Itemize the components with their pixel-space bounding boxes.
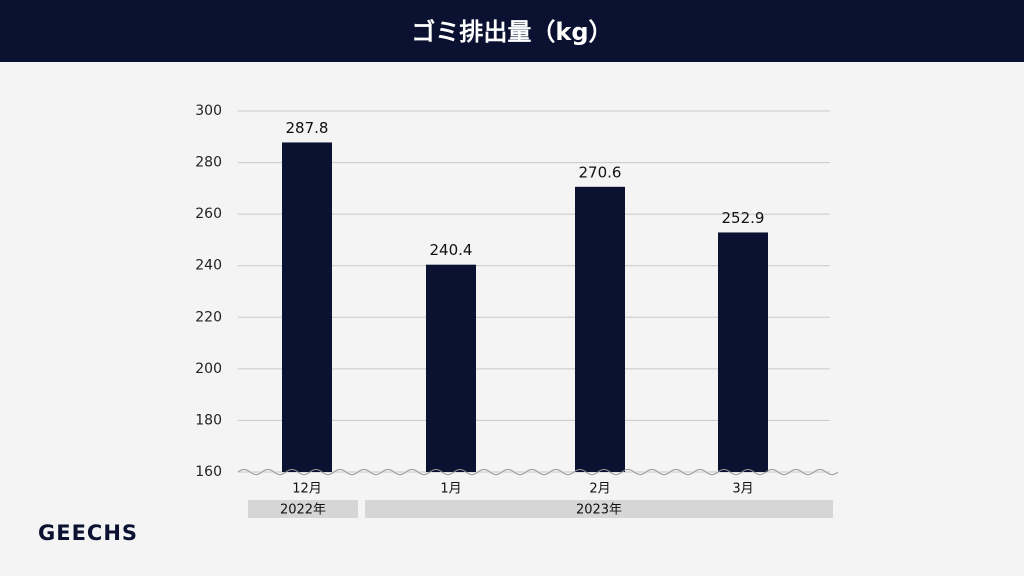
value-label: 270.6 <box>579 163 622 181</box>
axis-break <box>237 469 839 475</box>
y-tick-label: 280 <box>195 155 222 171</box>
group-label: 2023年 <box>576 503 622 518</box>
x-tick-label: 3月 <box>732 482 753 497</box>
y-tick-label: 260 <box>195 206 222 222</box>
brand-logo: GEECHS <box>38 521 138 545</box>
bar <box>575 186 625 472</box>
group-box <box>365 500 833 518</box>
y-tick-label: 160 <box>195 464 222 480</box>
x-tick-label: 2月 <box>589 482 610 497</box>
value-label: 252.9 <box>722 209 765 227</box>
x-tick-label: 12月 <box>292 482 322 497</box>
group-box <box>248 500 358 518</box>
plot: 160 180 200 220 240 260 280 300 287.8 12月 240.4 1月 2… <box>195 103 839 518</box>
value-label: 287.8 <box>286 119 329 137</box>
chart-title: ゴミ排出量（kg） <box>411 18 612 46</box>
y-tick-label: 300 <box>195 103 222 119</box>
header-bar <box>0 0 1024 62</box>
y-tick-label: 180 <box>195 412 222 428</box>
x-tick-label: 1月 <box>440 482 461 497</box>
y-tick-label: 220 <box>195 309 222 325</box>
bar <box>426 264 476 472</box>
bar <box>718 232 768 472</box>
bar <box>282 142 332 473</box>
y-tick-label: 200 <box>195 361 222 377</box>
y-tick-label: 240 <box>195 258 222 274</box>
value-label: 240.4 <box>430 241 473 259</box>
group-label: 2022年 <box>280 503 326 518</box>
